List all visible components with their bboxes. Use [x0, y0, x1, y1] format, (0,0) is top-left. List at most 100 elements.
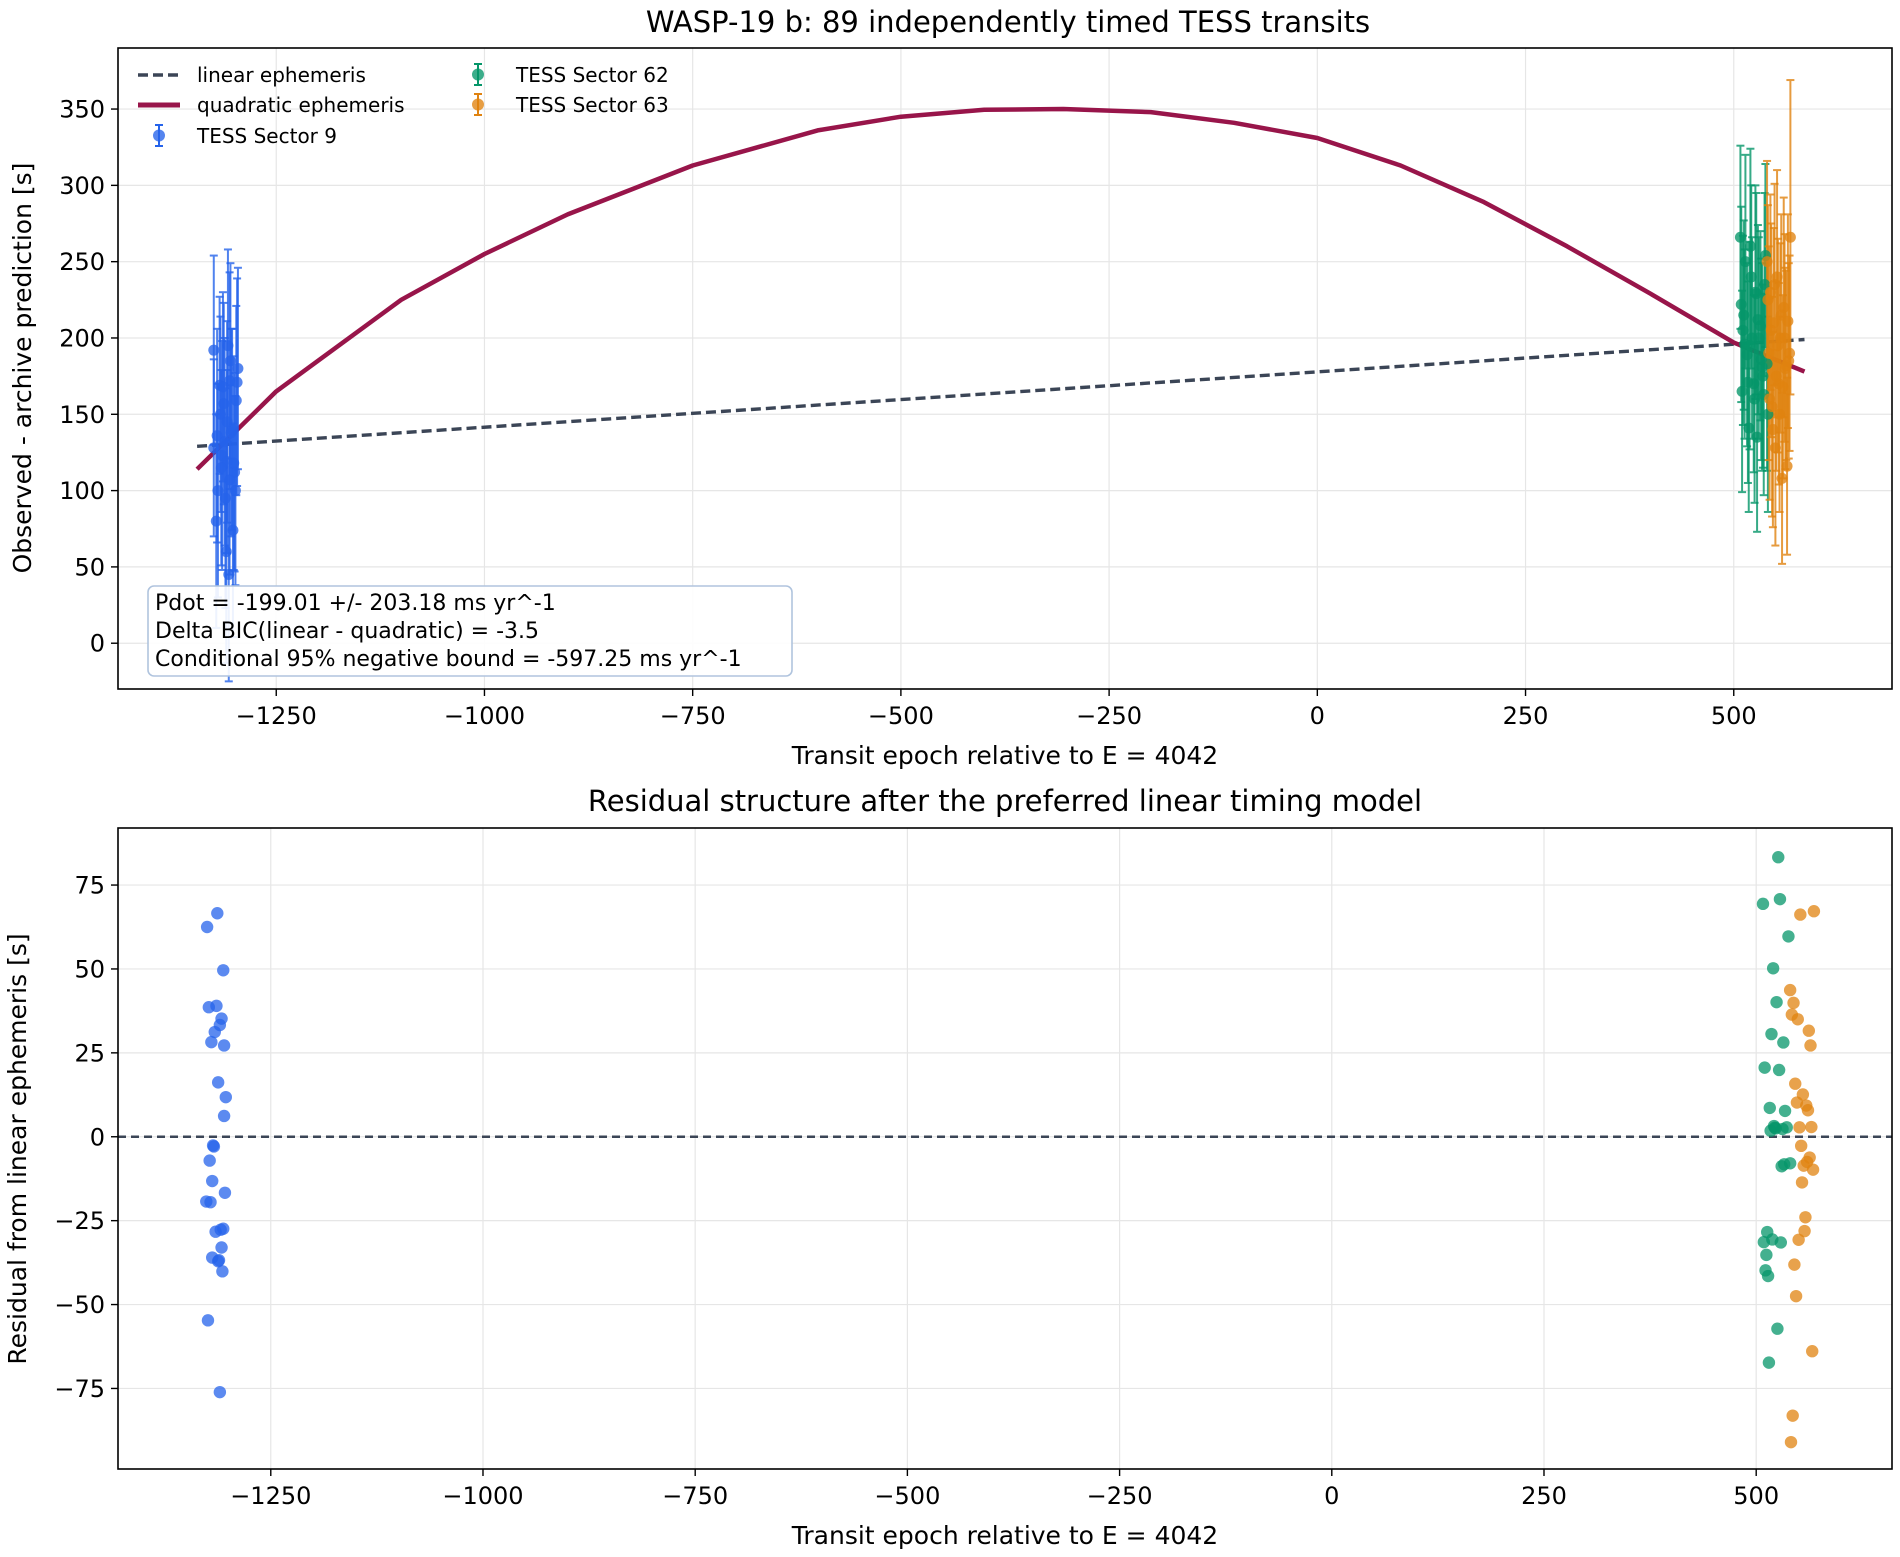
data-point: [1735, 298, 1747, 310]
bottom-x-tick-label: −1250: [230, 1482, 311, 1510]
annotation-negative-bound: Conditional 95% negative bound = -597.25…: [155, 647, 742, 672]
residual-point: [1762, 1356, 1776, 1369]
residual-point: [1799, 1211, 1812, 1224]
data-point: [1767, 424, 1779, 436]
data-point: [1738, 309, 1750, 321]
top-plot-frame: [117, 47, 1893, 690]
data-point: [221, 416, 233, 428]
residual-point: [1782, 930, 1795, 943]
data-point: [232, 363, 244, 374]
residual-point: [215, 1012, 228, 1025]
data-point: [1739, 256, 1751, 268]
residual-point: [215, 1241, 228, 1254]
top-x-tick-label: −1250: [236, 702, 317, 730]
data-point: [1755, 353, 1767, 365]
data-point: [1781, 460, 1793, 472]
residual-point: [1793, 1121, 1806, 1134]
bottom-x-axis-label: Transit epoch relative to E = 4042: [791, 1521, 1218, 1550]
data-point: [228, 457, 240, 469]
residual-point: [206, 1174, 219, 1188]
top-points: [208, 231, 1796, 581]
residual-point: [1786, 1409, 1799, 1422]
residual-point: [201, 1314, 215, 1327]
residual-point: [1805, 1120, 1818, 1134]
bottom-x-tick-label: 500: [1733, 1482, 1779, 1510]
top-x-tick-label: 0: [1310, 702, 1325, 730]
residual-point: [1794, 1139, 1808, 1153]
data-point: [1770, 370, 1782, 382]
residual-point: [1765, 1027, 1778, 1041]
data-point: [224, 474, 236, 486]
residual-point: [1798, 1224, 1811, 1238]
residual-point: [203, 1154, 216, 1167]
data-point: [222, 340, 234, 352]
bottom-grid: [118, 828, 1892, 1469]
bottom-x-tick-label: −500: [874, 1482, 940, 1510]
bottom-x-tick-label: 250: [1521, 1482, 1567, 1510]
residual-point: [211, 907, 224, 920]
residual-point: [1760, 1248, 1773, 1262]
data-point: [1744, 240, 1756, 252]
residual-point: [1784, 1435, 1798, 1449]
data-point: [1742, 376, 1754, 388]
residual-point: [1804, 1039, 1817, 1052]
top-legend: linear ephemeris quadratic ephemeris TES…: [138, 63, 669, 148]
bottom-x-tick-label: −250: [1087, 1482, 1153, 1510]
residual-point: [1758, 1061, 1771, 1074]
data-point: [1734, 231, 1746, 243]
top-x-axis-label: Transit epoch relative to E = 4042: [791, 741, 1218, 770]
residual-point: [1789, 1077, 1802, 1090]
annotation-frame: [147, 585, 793, 677]
residual-point: [1788, 1258, 1801, 1271]
residual-point: [207, 1140, 221, 1153]
pdot-annotation-box: Pdot = -199.01 +/- 203.18 ms yr^-1 Delta…: [147, 585, 793, 677]
bottom-y-tick-label: −25: [54, 1207, 105, 1235]
top-panel: WASP-19 b: 89 independently timed TESS t…: [8, 5, 1893, 770]
residual-point: [213, 1385, 227, 1399]
residual-point: [217, 1109, 231, 1123]
residual-point: [1772, 850, 1785, 864]
residual-point: [1756, 897, 1770, 911]
data-point: [1750, 288, 1762, 300]
residual-point: [1789, 1289, 1803, 1303]
residual-point: [1796, 1088, 1810, 1101]
residual-point: [211, 1076, 225, 1089]
bottom-panel: Residual structure after the preferred l…: [3, 784, 1893, 1550]
residual-point: [1792, 1233, 1805, 1246]
top-y-tick-label: 50: [74, 553, 105, 581]
data-point: [223, 569, 235, 581]
data-point: [1772, 340, 1784, 352]
residual-point: [1795, 1176, 1809, 1189]
residual-point: [1783, 983, 1797, 997]
bottom-y-tick-label: −50: [54, 1291, 105, 1319]
bottom-x-ticks: −1250 −1000 −750 −500 −250 0 250 500: [230, 1469, 1779, 1510]
residual-point: [1806, 1345, 1819, 1358]
residual-point: [200, 920, 214, 934]
data-point: [1757, 370, 1769, 382]
data-point: [1743, 422, 1755, 434]
linear-ephemeris-line: [196, 337, 1805, 448]
data-point: [208, 442, 220, 454]
legend-linear-label: linear ephemeris: [197, 63, 366, 87]
top-y-axis-label: Observed - archive prediction [s]: [8, 163, 37, 574]
top-y-tick-label: 300: [59, 172, 105, 200]
residual-point: [218, 1186, 232, 1199]
data-point: [1759, 279, 1771, 291]
data-point: [1741, 349, 1753, 361]
bottom-x-tick-label: −750: [662, 1482, 728, 1510]
data-point: [1753, 332, 1765, 344]
legend-sector9-marker-icon: [153, 124, 165, 147]
bottom-y-tick-label: 25: [74, 1039, 105, 1067]
data-point: [1764, 393, 1776, 405]
data-point: [218, 398, 230, 410]
data-point: [219, 492, 231, 504]
residual-point: [216, 1265, 229, 1278]
top-x-tick-label: 250: [1503, 702, 1549, 730]
data-point: [1749, 393, 1761, 405]
residual-point: [210, 999, 223, 1013]
bottom-points: [200, 850, 1821, 1449]
bottom-y-tick-label: 50: [74, 955, 105, 983]
residual-point: [219, 1090, 232, 1104]
top-y-tick-label: 150: [59, 401, 105, 429]
data-point: [1769, 279, 1781, 291]
